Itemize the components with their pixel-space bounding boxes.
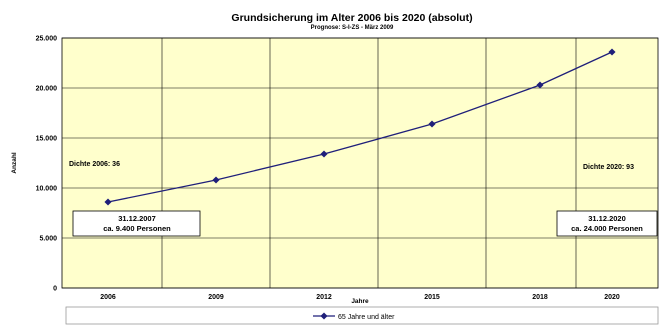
- y-tick-label: 20.000: [36, 86, 58, 93]
- y-tick-label: 0: [53, 286, 57, 293]
- legend-point-marker: [320, 312, 328, 320]
- x-tick-label: 2012: [316, 294, 332, 301]
- data-point: [212, 176, 220, 184]
- data-point: [536, 81, 544, 89]
- legend-label: 65 Jahre und älter: [338, 314, 395, 321]
- annotation-box-2020-line1: 31.12.2020: [588, 214, 626, 223]
- annotation-box-2020: 31.12.2020 ca. 24.000 Personen: [556, 210, 658, 237]
- data-point: [608, 48, 616, 56]
- x-axis-ticks: 2006 2009 2012 2015 2018 2020: [100, 294, 620, 301]
- series-line: [107, 51, 613, 203]
- data-points: [104, 48, 616, 206]
- annotation-box-2007: 31.12.2007 ca. 9.400 Personen: [72, 210, 201, 237]
- data-point: [104, 198, 112, 206]
- y-tick-label: 25.000: [36, 36, 58, 43]
- annotation-box-2020-line2: ca. 24.000 Personen: [571, 224, 643, 233]
- legend: 65 Jahre und älter: [65, 306, 659, 325]
- annotation-box-2007-line1: 31.12.2007: [118, 214, 156, 223]
- x-tick-label: 2020: [604, 294, 620, 301]
- plot-area: [61, 37, 659, 289]
- chart-subtitle: Prognose: S-I-ZS - März 2009: [311, 25, 394, 31]
- x-axis-label: Jahre: [351, 298, 369, 305]
- y-tick-label: 10.000: [36, 186, 58, 193]
- data-point: [428, 120, 436, 128]
- x-tick-label: 2006: [100, 294, 116, 301]
- x-tick-label: 2015: [424, 294, 440, 301]
- x-tick-label: 2009: [208, 294, 224, 301]
- y-axis-label: Anzahl: [11, 152, 18, 174]
- data-point: [320, 150, 328, 158]
- chart-title: Grundsicherung im Alter 2006 bis 2020 (a…: [231, 12, 472, 24]
- annotation-dichte-2020: Dichte 2020: 93: [583, 164, 634, 171]
- annotation-box-2007-line2: ca. 9.400 Personen: [103, 224, 171, 233]
- y-tick-label: 5.000: [39, 236, 57, 243]
- annotation-dichte-2006: Dichte 2006: 36: [69, 161, 120, 168]
- y-axis-ticks: 0 5.000 10.000 15.000 20.000 25.000: [36, 36, 58, 293]
- y-tick-label: 15.000: [36, 136, 58, 143]
- grid-lines: [62, 37, 658, 289]
- x-tick-label: 2018: [532, 294, 548, 301]
